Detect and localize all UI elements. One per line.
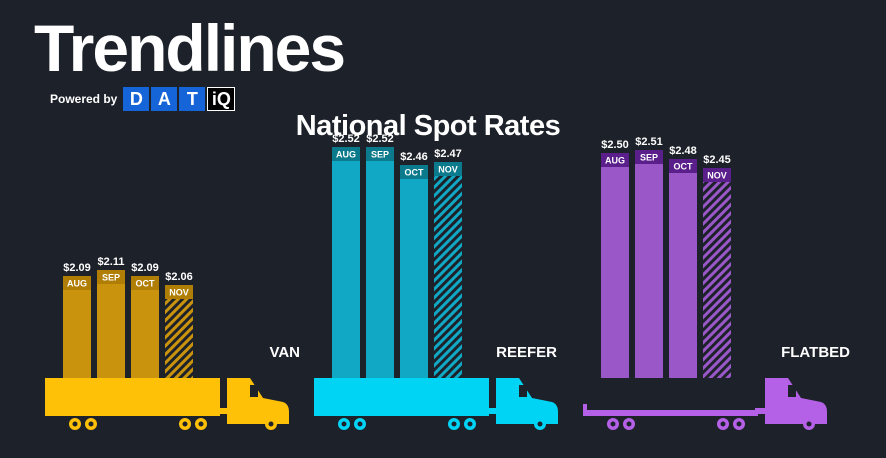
van-bar-aug <box>63 276 91 378</box>
van-bar-nov <box>165 285 193 378</box>
van-month-label-sep: SEP <box>102 273 120 283</box>
flatbed-label: FLATBED <box>781 344 850 361</box>
reefer-bar-sep <box>366 147 394 378</box>
flatbed-bar-sep <box>635 150 663 378</box>
flatbed-bar-oct <box>669 159 697 378</box>
reefer-month-label-sep: SEP <box>371 150 389 160</box>
reefer-month-label-oct: OCT <box>405 168 425 178</box>
reefer-bar-oct <box>400 165 428 378</box>
powered-by: Powered by D A T iQ <box>50 86 236 112</box>
flatbed-month-badge-aug <box>601 153 629 167</box>
flatbed-value-label-nov: $2.45 <box>703 154 731 166</box>
reefer-month-badge-nov <box>434 162 462 176</box>
reefer-month-label-aug: AUG <box>336 150 356 160</box>
reefer-value-label-sep: $2.52 <box>366 133 394 145</box>
reefer-value-label-aug: $2.52 <box>332 133 360 145</box>
van-month-badge-sep <box>97 270 125 284</box>
reefer-month-badge-sep <box>366 147 394 161</box>
van-month-label-oct: OCT <box>136 279 156 289</box>
van-value-label-nov: $2.06 <box>165 271 193 283</box>
flatbed-month-label-nov: NOV <box>707 171 727 181</box>
flatbed-truck-icon <box>583 378 827 430</box>
reefer-truck-icon <box>314 378 558 430</box>
van-value-label-aug: $2.09 <box>63 262 91 274</box>
reefer-label: REEFER <box>496 344 557 361</box>
reefer-bar-aug <box>332 147 360 378</box>
reefer-bar-nov <box>434 162 462 378</box>
van-month-badge-oct <box>131 276 159 290</box>
reefer-month-label-nov: NOV <box>438 165 458 175</box>
flatbed-bar-aug <box>601 153 629 378</box>
logo-letter-t: T <box>179 87 206 111</box>
van-month-badge-aug <box>63 276 91 290</box>
flatbed-bar-nov <box>703 168 731 378</box>
van-month-badge-nov <box>165 285 193 299</box>
reefer-value-label-oct: $2.46 <box>400 151 428 163</box>
van-value-label-oct: $2.09 <box>131 262 159 274</box>
flatbed-month-badge-sep <box>635 150 663 164</box>
flatbed-month-badge-nov <box>703 168 731 182</box>
reefer-month-badge-oct <box>400 165 428 179</box>
flatbed-month-label-aug: AUG <box>605 156 625 166</box>
van-month-label-nov: NOV <box>169 288 189 298</box>
brand-title: Trendlines <box>34 11 346 85</box>
van-label: VAN <box>269 344 300 361</box>
flatbed-value-label-aug: $2.50 <box>601 139 629 151</box>
flatbed-month-label-oct: OCT <box>674 162 694 172</box>
flatbed-month-badge-oct <box>669 159 697 173</box>
dat-iq-logo: D A T iQ <box>123 87 236 111</box>
flatbed-value-label-oct: $2.48 <box>669 145 697 157</box>
flatbed-month-label-sep: SEP <box>640 153 658 163</box>
reefer-value-label-nov: $2.47 <box>434 148 462 160</box>
logo-letter-a: A <box>151 87 178 111</box>
van-value-label-sep: $2.11 <box>98 256 125 268</box>
van-month-label-aug: AUG <box>67 279 87 289</box>
van-truck-icon <box>45 378 289 430</box>
logo-iq: iQ <box>207 87 236 111</box>
van-bar-oct <box>131 276 159 378</box>
reefer-month-badge-aug <box>332 147 360 161</box>
chart-title: National Spot Rates <box>295 110 561 142</box>
van-bar-sep <box>97 270 125 378</box>
powered-by-label: Powered by <box>50 92 118 106</box>
logo-letter-d: D <box>123 87 150 111</box>
flatbed-value-label-sep: $2.51 <box>635 136 663 148</box>
